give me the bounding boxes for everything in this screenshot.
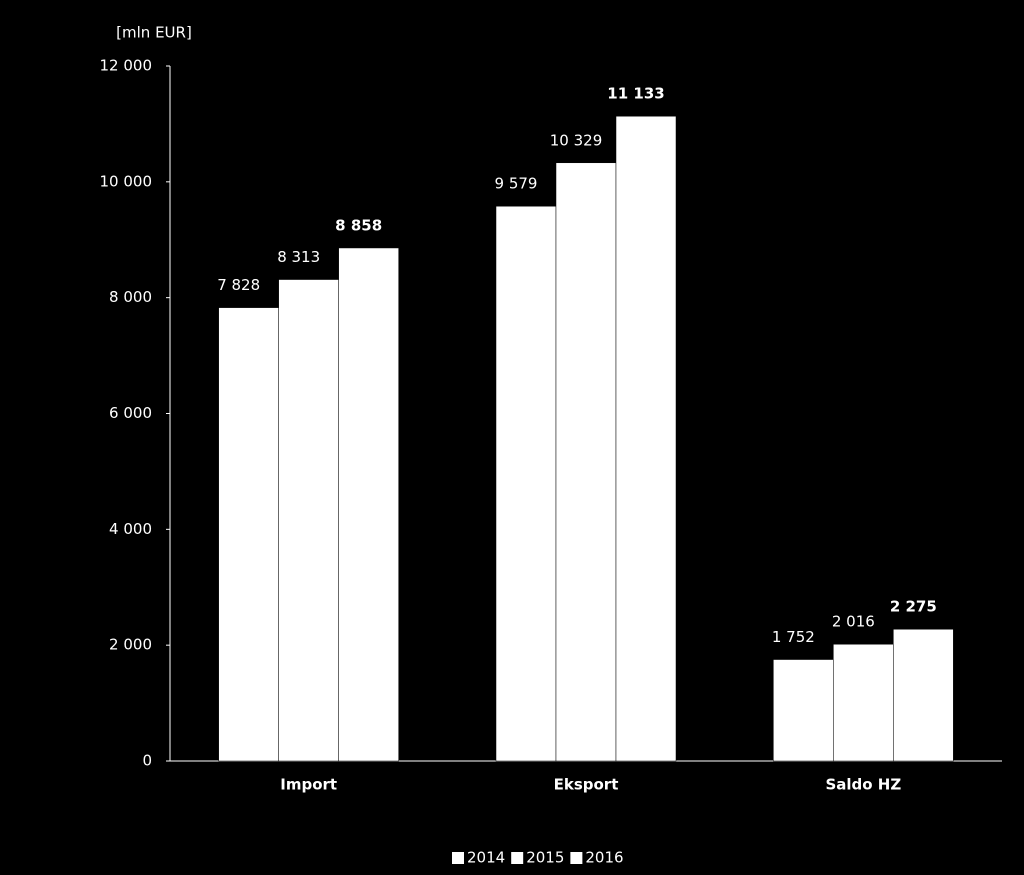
value-label: 8 313 [277, 248, 320, 266]
value-label: 2 275 [890, 598, 937, 616]
value-label: 9 579 [495, 175, 538, 193]
legend-swatch [511, 852, 524, 864]
legend-swatch [452, 852, 464, 864]
value-label: 10 329 [550, 131, 603, 149]
y-tick-label: 0 [142, 752, 152, 770]
bar [773, 659, 834, 762]
x-tick-label: Import [280, 776, 337, 794]
y-tick-label: 6 000 [109, 404, 152, 422]
legend-label: 2014 [467, 849, 505, 867]
bar [218, 307, 279, 762]
value-label: 2 016 [832, 613, 875, 631]
y-tick-label: 2 000 [109, 636, 152, 654]
legend-swatch [570, 852, 583, 864]
legend-label: 2016 [585, 849, 623, 867]
value-label: 1 752 [772, 628, 815, 646]
bar [893, 628, 954, 762]
value-label: 7 828 [217, 276, 260, 294]
y-tick-label: 12 000 [100, 57, 153, 75]
bar [278, 279, 339, 762]
x-tick-label: Saldo HZ [825, 776, 901, 794]
y-tick-label: 8 000 [109, 288, 152, 306]
value-label: 11 133 [607, 85, 664, 103]
y-tick-label: 10 000 [100, 172, 153, 190]
y-axis-label: [mln EUR] [116, 24, 192, 42]
y-tick-label: 4 000 [109, 520, 152, 538]
x-tick-label: Eksport [554, 776, 619, 794]
legend-label: 2015 [526, 849, 564, 867]
bar [338, 247, 399, 762]
bar [495, 205, 557, 762]
bar [555, 162, 617, 762]
value-label: 8 858 [335, 216, 382, 234]
bar [833, 643, 894, 762]
bar [615, 115, 677, 762]
